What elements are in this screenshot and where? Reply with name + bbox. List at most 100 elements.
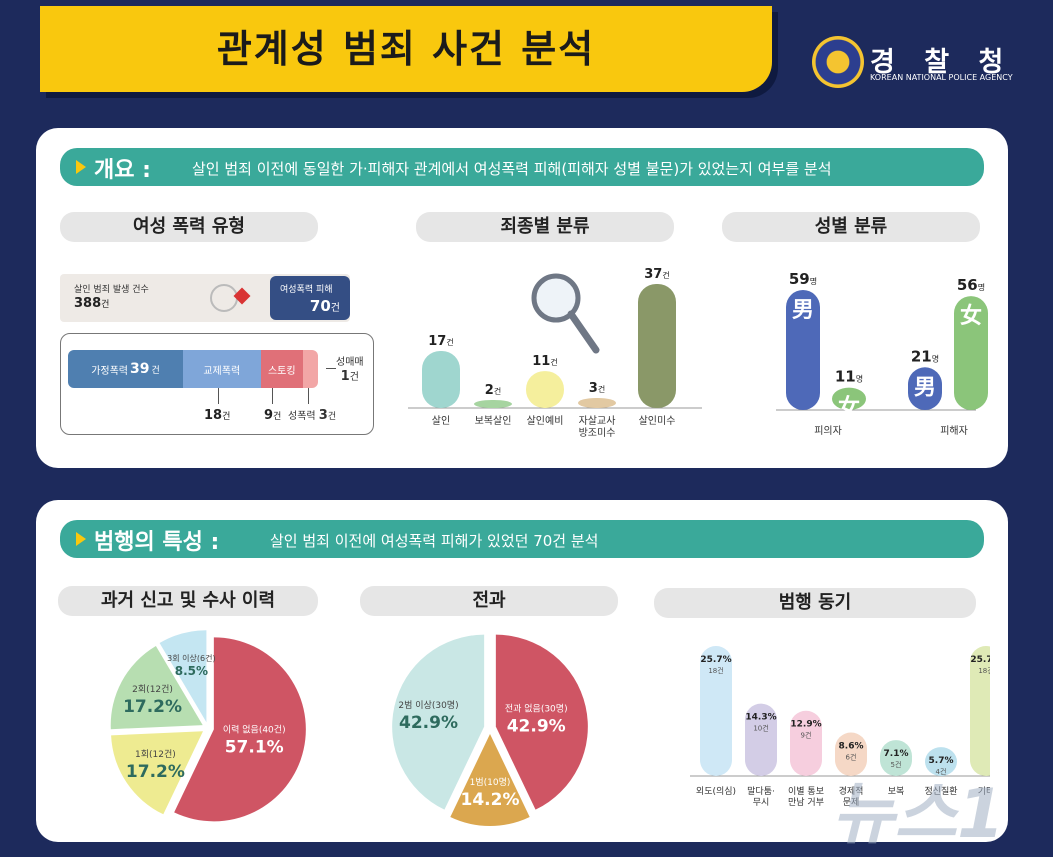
gender-value-unit: 명 [978,282,985,292]
stalking-unit: 건 [273,412,282,422]
pie-slice [159,630,207,723]
gender-char-label: 女 [960,303,982,329]
play-arrow-icon [76,160,86,174]
dating-unit: 건 [222,412,231,422]
pie-slice-label: 이력 없음(40건) [223,723,286,735]
stalking-label: 스토킹 [267,365,296,377]
suspect-label: 피의자 [814,425,842,437]
total-cases-unit: 건 [101,300,110,310]
motive-pct-label: 7.1% [884,749,909,759]
crime-value-label: 2건 [485,383,501,398]
gender-value-label: 21명 [911,347,939,365]
crime-category-label: 살인 [432,415,450,427]
pie-slice-label: 1범(10명) [470,777,511,788]
motive-count-label: 5건 [891,760,902,769]
pie-slice-value: 42.9% [399,713,458,733]
pie-slice [111,731,203,815]
motive-bar [925,747,957,776]
sexual-count: 성폭력 3건 [288,407,336,423]
dating-violence-segment: 교제폭력 [183,350,261,388]
crime-category-label: 방조미수 [579,427,616,438]
pie-slice-value: 8.5% [175,664,208,678]
crime-value-unit: 건 [598,384,605,394]
motive-category-label: 만남 거부 [788,797,824,808]
motive-bar [880,740,912,776]
dating-leader-line [218,388,219,404]
total-cases-value: 388 [74,296,102,311]
page-title: 관계성 범죄 사건 분석 [216,27,596,71]
crime-value-unit: 건 [494,386,501,396]
pie-slice [495,634,588,810]
characteristics-panel: 범행의 특성 : 살인 범죄 이전에 여성폭력 피해가 있었던 70건 분석 과… [36,500,1008,854]
dating-count: 18건 [204,404,230,423]
pie-slice-label: 3회 이상(6건) [167,653,215,663]
characteristics-label: 범행의 특성 : [94,530,220,555]
play-arrow-icon [76,532,86,546]
stalking-segment: 스토킹 [260,350,303,388]
victim-cases-label: 여성폭력 피해 [280,285,333,295]
watermark-logo: 뉴스1 [832,775,1005,854]
pie-slice-label: 2범 이상(30명) [398,700,458,711]
motive-category-label: 경제적 [839,785,864,797]
characteristics-description: 살인 범죄 이전에 여성폭력 피해가 있었던 70건 분석 [270,532,599,550]
pie-slice-value: 17.2% [126,762,185,782]
gender-bar [908,367,942,410]
motive-category-label: 이별 통보 [788,786,824,797]
crime-value-label: 3건 [589,381,605,396]
crime-types-title: 죄종별 분류 [416,212,674,242]
pie-slice-value: 42.9% [507,717,566,737]
motive-count-label: 18건 [708,666,723,675]
crime-value-unit: 건 [662,270,669,280]
victim-cases-count: 70건 [310,297,340,315]
crime-value-label: 11건 [532,354,557,369]
motive-bar [700,646,732,776]
motive-bar [790,710,822,776]
sexual-leader-line [308,388,309,404]
motive-category-label: 보복 [888,786,905,797]
stalking-leader-line [272,388,273,404]
dating-label: 교제폭력 [203,365,241,377]
motive-count-label: 9건 [801,731,812,740]
victim-cases-unit: 건 [330,303,340,314]
gender-bar [832,387,866,410]
stalking-count: 9건 [264,404,281,423]
motive-title: 범행 동기 [654,588,976,618]
victim-cases-box: 여성폭력 피해 70건 [270,276,350,320]
gender-char-label: 女 [838,395,860,421]
sexual-unit: 건 [327,412,337,422]
motive-count-label: 4건 [936,767,947,776]
motive-pct-label: 25.7% [970,655,990,665]
total-cases-count: 388건 [74,296,109,311]
motive-category-label: 기타 [978,786,990,797]
prostitution-label: 성매매 [336,357,364,368]
gender-title: 성별 분류 [722,212,980,242]
total-cases-label: 살인 범죄 발생 건수 [74,285,149,295]
pie-slice-value: 17.2% [123,697,182,717]
crime-bar [474,400,512,408]
pie-slice [174,637,306,822]
crime-category-label: 살인미수 [639,415,676,427]
crime-scene-outline-icon [210,284,238,312]
victim-label: 피해자 [940,424,968,437]
motive-count-label: 6건 [846,752,857,761]
crime-value-unit: 건 [446,337,453,347]
motive-pct-label: 8.6% [839,741,864,751]
gender-char-label: 男 [914,375,936,400]
violence-types-title: 여성 폭력 유형 [60,212,318,242]
motive-bar [745,703,777,776]
overview-description: 살인 범죄 이전에 동일한 가·피해자 관계에서 여성폭력 피해(피해자 성별 … [192,160,832,178]
title-banner: 관계성 범죄 사건 분석 [40,6,772,92]
crime-category-label: 보복살인 [475,415,512,427]
sexual-violence-segment [303,350,318,388]
violence-stacked-bar: 가정폭력 39 건 교제폭력 스토킹 [68,350,318,388]
agency-name: 경 찰 청 [870,47,1014,78]
gender-bar [786,290,820,410]
stalking-value: 9 [264,408,274,423]
crime-value-label: 17건 [428,334,453,349]
motive-category-label: 정신질환 [924,785,957,797]
crime-bar [422,351,460,408]
gender-value-label: 59명 [789,270,817,288]
sexual-label: 성폭력 [288,411,316,422]
